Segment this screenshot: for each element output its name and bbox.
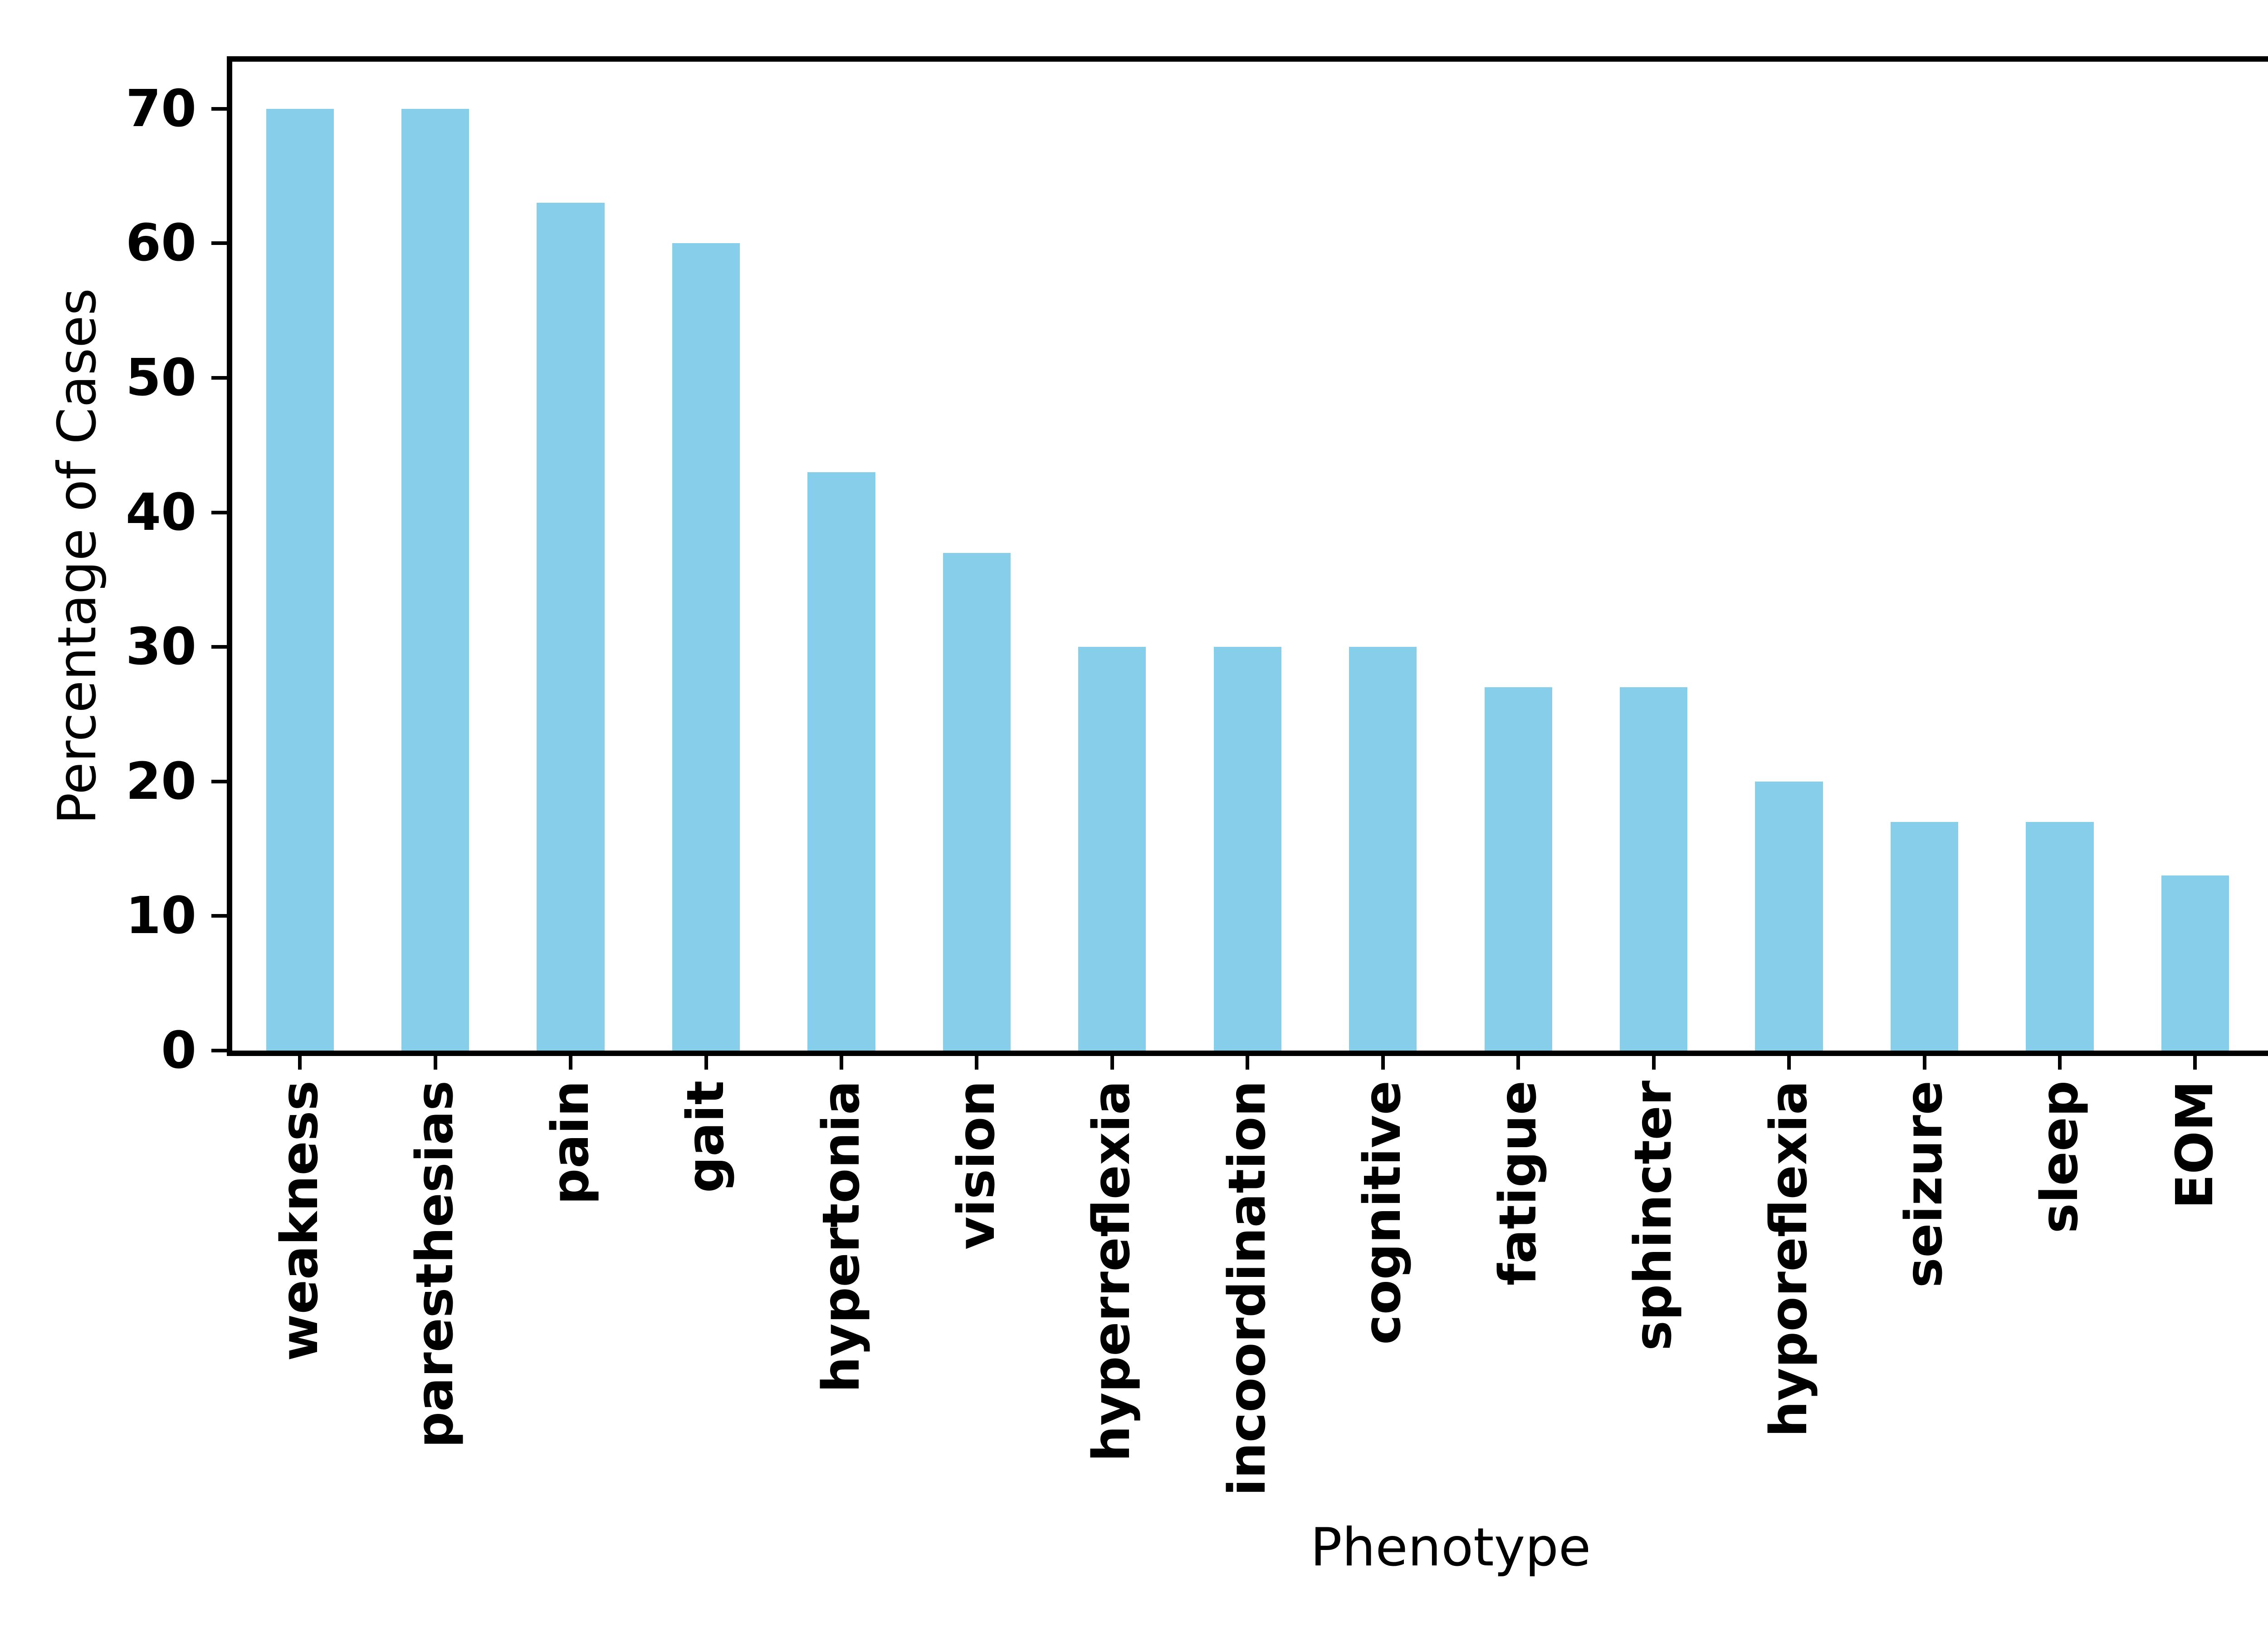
y-tick [211,645,227,649]
x-tick [1110,1056,1114,1070]
x-tick-label-pain: pain [541,1081,600,1205]
x-tick [1652,1056,1656,1070]
bars-container [232,62,2268,1051]
y-tick-label: 60 [126,214,196,273]
bar-slot [2127,62,2263,1051]
y-tick [211,510,227,514]
bar-slot [2263,62,2268,1051]
x-tick [2058,1056,2062,1070]
x-tick [704,1056,708,1070]
x-tick-label-hyperreflexia: hyperreflexia [1082,1081,1142,1462]
x-tick-label-seizure: seizure [1895,1081,1954,1288]
x-tick [1246,1056,1250,1070]
x-tick [975,1056,979,1070]
bar-slot [638,62,773,1051]
bar-seizure [1890,821,1959,1051]
x-tick [1516,1056,1520,1070]
bar-pain [537,203,605,1051]
y-tick-label: 50 [126,348,196,407]
x-tick [1381,1056,1385,1070]
x-tick-label-sphincter: sphincter [1624,1081,1683,1351]
x-tick [1922,1056,1926,1070]
y-tick [211,1049,227,1052]
x-tick-label-cognitive: cognitive [1353,1081,1413,1345]
x-tick-label-EOM: EOM [2165,1081,2224,1209]
x-tick-label-hyporeflexia: hyporeflexia [1759,1081,1818,1437]
bar-sphincter [1619,687,1688,1051]
bar-cognitive [1349,647,1417,1051]
x-tick-label-fatigue: fatigue [1488,1081,1548,1286]
x-tick [433,1056,437,1070]
bar-EOM [2161,875,2229,1051]
bar-slot [503,62,638,1051]
x-tick [1787,1056,1791,1070]
x-tick-label-incoordination: incoordination [1217,1081,1277,1496]
bar-incoordination [1213,647,1281,1051]
y-tick [211,107,227,111]
bar-sleep [2026,821,2094,1051]
x-axis-label: Phenotype [1310,1517,1591,1578]
x-tick-label-vision: vision [947,1081,1006,1250]
bar-slot [1586,62,1721,1051]
y-tick [211,914,227,918]
x-tick-label-gait: gait [676,1081,736,1193]
x-tick-label-paresthesias: paresthesias [406,1081,465,1448]
x-tick [2193,1056,2197,1070]
bar-vision [943,552,1011,1051]
bar-slot [232,62,367,1051]
x-axis-label-wrap: Phenotype [227,1517,2268,1578]
bar-paresthesias [401,108,469,1051]
bar-weakness [266,108,334,1051]
y-tick-label: 40 [126,483,196,542]
bar-slot [909,62,1044,1051]
bar-slot [1315,62,1451,1051]
plot-area [227,56,2268,1056]
y-tick-label: 30 [126,617,196,677]
x-tick-label-sleep: sleep [2030,1081,2089,1234]
bar-slot [1992,62,2127,1051]
bar-slot [1045,62,1180,1051]
bar-slot [1857,62,1992,1051]
y-tick-label: 10 [126,886,196,946]
y-tick-label: 70 [126,79,196,138]
y-tick-label: 0 [161,1021,196,1080]
x-tick [840,1056,843,1070]
bar-fatigue [1484,687,1552,1051]
bar-hyperreflexia [1078,647,1146,1051]
x-tick-label-weakness: weakness [270,1081,329,1361]
x-tick-label-hypertonia: hypertonia [811,1081,871,1393]
bar-slot [1451,62,1586,1051]
bar-slot [1180,62,1315,1051]
bar-slot [1721,62,1857,1051]
y-tick-label: 20 [126,752,196,811]
y-tick [211,241,227,245]
y-tick [211,779,227,783]
y-tick [211,376,227,380]
bar-slot [367,62,503,1051]
bar-hyporeflexia [1755,781,1823,1051]
bar-slot [774,62,909,1051]
x-tick [298,1056,302,1070]
x-tick [569,1056,573,1070]
bar-gait [672,243,740,1051]
bar-hypertonia [807,472,875,1051]
